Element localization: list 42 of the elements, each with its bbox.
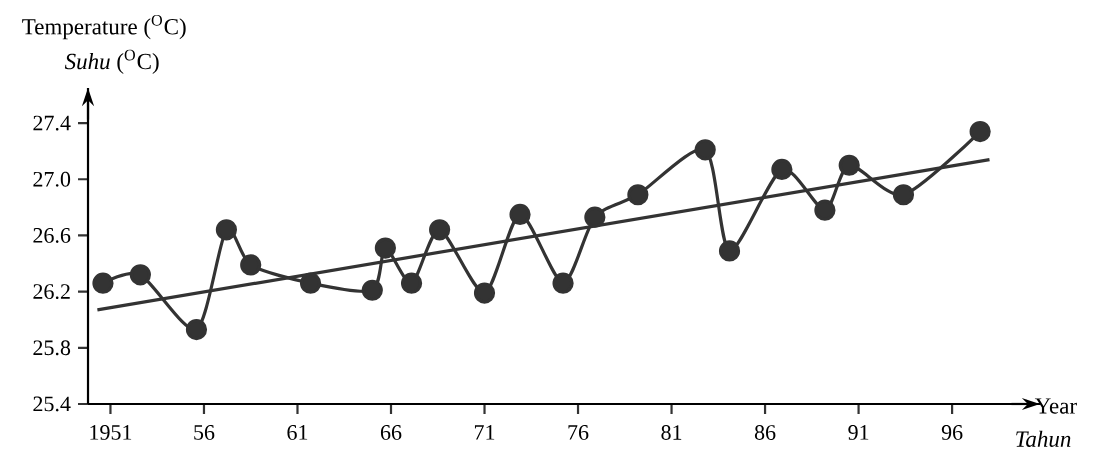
point — [361, 279, 383, 301]
point — [838, 154, 860, 176]
y-tick-label: 25.4 — [33, 396, 71, 412]
point — [129, 264, 151, 286]
point — [185, 318, 208, 341]
point — [374, 237, 396, 259]
text: Suhu ($^{O}$C) — [64, 49, 159, 74]
point — [299, 272, 322, 294]
point — [892, 184, 915, 206]
text: Tahun — [1016, 430, 1071, 447]
point — [584, 206, 606, 228]
x-tick-label: 66 — [380, 425, 402, 440]
y-tick-label: 27.4 — [33, 115, 71, 131]
point — [552, 272, 574, 294]
y-tick-label: 26.6 — [33, 228, 71, 243]
point — [92, 272, 114, 294]
point — [473, 282, 496, 304]
x-tick-label: 91 — [848, 425, 869, 440]
y-axis-title: Temperature ($^{O}$C) — [22, 14, 186, 40]
y-tick-label: 27.0 — [33, 171, 71, 187]
x-tick-label: 96 — [941, 425, 963, 440]
y-tick-label: 26.2 — [33, 284, 70, 300]
point — [240, 254, 262, 276]
point — [509, 203, 531, 225]
x-tick-label: 81 — [661, 425, 682, 440]
point — [400, 272, 423, 294]
point — [627, 184, 649, 206]
point — [429, 219, 451, 241]
point — [969, 120, 991, 143]
x-tick-label: 61 — [287, 425, 308, 440]
x-axis-title: Year — [1034, 398, 1077, 414]
point — [771, 158, 793, 181]
y-tick-label: 25.8 — [33, 340, 71, 356]
point — [694, 139, 716, 161]
x-tick-label: 1951 — [90, 425, 132, 440]
point — [718, 240, 741, 262]
x-tick-label: 71 — [474, 425, 495, 440]
x-tick-label: 86 — [754, 425, 776, 440]
x-tick-label: 56 — [194, 425, 215, 440]
point — [215, 219, 238, 241]
x-tick-label: 76 — [568, 425, 589, 440]
point — [814, 199, 836, 221]
